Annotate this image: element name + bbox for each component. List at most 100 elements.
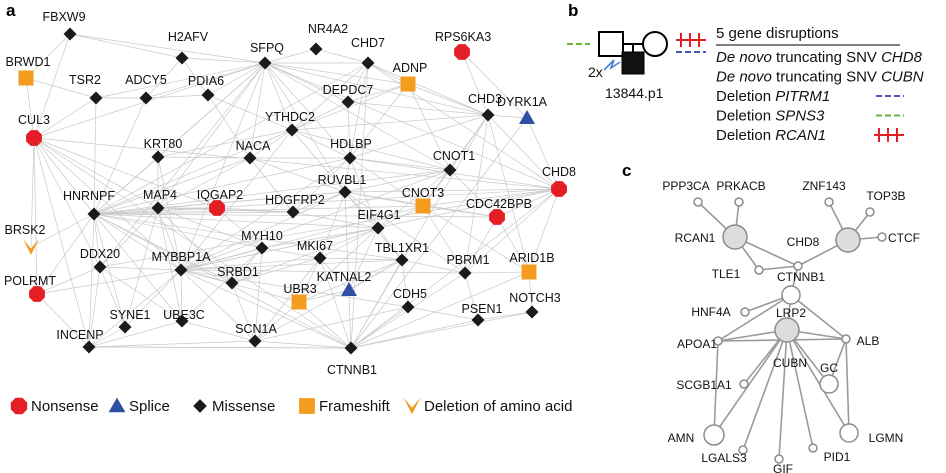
node-label: MYH10 bbox=[241, 229, 283, 243]
edge-chd3-adnp bbox=[407, 83, 489, 116]
node-label: ALB bbox=[857, 334, 880, 348]
node-label: DDX20 bbox=[80, 247, 120, 261]
node-pid1: PID1 bbox=[808, 443, 851, 464]
node-fbxw9: FBXW9 bbox=[42, 10, 86, 41]
edge-mybbp1a-cnot1 bbox=[180, 169, 451, 271]
edge-h2afv-pdia6 bbox=[181, 57, 209, 96]
node-circle bbox=[839, 423, 859, 443]
node-ubr3: UBR3 bbox=[283, 282, 317, 310]
edge-ythdc2-pdia6 bbox=[207, 94, 293, 131]
diamond-icon bbox=[193, 399, 207, 413]
node-circle bbox=[824, 197, 834, 207]
legend-label: Frameshift bbox=[319, 398, 391, 415]
edge-mki67-scn1a bbox=[254, 257, 321, 342]
edge-chd7-hdlbp bbox=[349, 62, 369, 159]
edge-mki67-srbd1 bbox=[231, 257, 321, 284]
node-label: LRP2 bbox=[776, 306, 806, 320]
node-label: BRSK2 bbox=[5, 223, 46, 237]
edge-map4-naca bbox=[157, 157, 251, 209]
edge-hnrnpf-brsk2 bbox=[30, 213, 95, 248]
legend-label: Deletion of amino acid bbox=[424, 398, 572, 415]
node-label: UBR3 bbox=[283, 282, 316, 296]
edge-chd8-pbrm1 bbox=[464, 188, 560, 274]
edge-hnrnpf-polrmt bbox=[36, 213, 95, 295]
edge-mybbp1a-mki67 bbox=[180, 257, 321, 271]
node-label: SYNE1 bbox=[110, 308, 151, 322]
edge-cubn-amn bbox=[713, 329, 788, 436]
edge-ythdc2-adnp bbox=[291, 83, 409, 131]
edge-ctnnb1-ubr3 bbox=[298, 301, 352, 349]
edge-cul3-brwd1 bbox=[25, 77, 35, 139]
missense-marker bbox=[341, 95, 355, 109]
node-krt80: KRT80 bbox=[144, 137, 182, 164]
missense-marker bbox=[285, 123, 299, 137]
node-katnal2: KATNAL2 bbox=[317, 270, 372, 296]
edge-map4-myh10 bbox=[157, 207, 263, 249]
frameshift-marker bbox=[521, 264, 537, 280]
edge-cubn-gif bbox=[778, 329, 788, 460]
edge-ythdc2-naca bbox=[249, 129, 293, 159]
edge-pbrm1-psen1 bbox=[464, 272, 479, 321]
node-label: CDC42BPB bbox=[466, 197, 532, 211]
frameshift-marker bbox=[400, 76, 416, 92]
edge-sfpq-adcy5 bbox=[145, 62, 266, 99]
legend-label: Nonsense bbox=[31, 398, 99, 415]
node-arid1b: ARID1B bbox=[509, 251, 555, 280]
missense-marker bbox=[248, 334, 262, 348]
edge-hdgfrp2-eif4g1 bbox=[292, 211, 379, 229]
node-gif: GIF bbox=[773, 454, 793, 473]
edge-hdlbp-depdc7 bbox=[347, 101, 351, 159]
edge-ddx20-incenp bbox=[88, 266, 101, 348]
edge-sfpq-h2afv bbox=[181, 57, 266, 64]
edge-mki67-katnal2 bbox=[319, 257, 350, 291]
edge-hnrnpf-ube3c bbox=[93, 213, 183, 322]
edge-chd8-hdlbp bbox=[349, 157, 560, 190]
edge-mybbp1a-pbrm1 bbox=[180, 269, 466, 274]
edge-sfpq-tsr2 bbox=[95, 62, 266, 99]
node-label: CUL3 bbox=[18, 113, 50, 127]
edge-alb-lgmn bbox=[845, 338, 850, 434]
missense-marker bbox=[255, 241, 269, 255]
edge-map4-hdgfrp2 bbox=[157, 207, 294, 213]
square-icon bbox=[299, 398, 315, 414]
edge-cubn-lgals3 bbox=[742, 329, 788, 451]
node-ddx20: DDX20 bbox=[80, 247, 120, 274]
panel-label-b: b bbox=[568, 1, 578, 20]
edge-hnrnpf-naca bbox=[93, 157, 251, 215]
node-label: CTNNB1 bbox=[777, 270, 825, 284]
node-cdc42bpb: CDC42BPB bbox=[466, 197, 532, 225]
panel-label-c: c bbox=[622, 161, 631, 180]
edge-mybbp1a-krt80 bbox=[157, 156, 182, 271]
node-label: SCGB1A1 bbox=[676, 378, 732, 392]
node-polrmt: POLRMT bbox=[4, 274, 56, 302]
edge-mybbp1a-eif4g1 bbox=[180, 227, 379, 271]
edge-naca-pdia6 bbox=[207, 94, 251, 159]
node-ctnnb1: CTNNB1 bbox=[777, 261, 825, 284]
missense-marker bbox=[471, 313, 485, 327]
node-label: NACA bbox=[236, 139, 271, 153]
node-circle bbox=[808, 443, 818, 453]
edge-chd7-ctnnb1 bbox=[350, 62, 369, 349]
node-mki67: MKI67 bbox=[297, 239, 333, 265]
node-label: AMN bbox=[668, 431, 695, 445]
edge-hnrnpf-eif4g1 bbox=[93, 213, 379, 229]
edge-myh10-mki67 bbox=[261, 247, 321, 259]
edge-hdlbp-adnp bbox=[349, 83, 409, 159]
node-label: SCN1A bbox=[235, 322, 277, 336]
edge-chd8-chd3 bbox=[487, 114, 560, 190]
node-alb: ALB bbox=[841, 334, 880, 348]
edge-myh10-ube3c bbox=[181, 247, 263, 322]
edge-chd7-hnrnpf bbox=[93, 62, 369, 215]
node-ctnnb1: CTNNB1 bbox=[327, 341, 377, 377]
edge-cul3-mybbp1a bbox=[33, 137, 182, 271]
node-h2afv: H2AFV bbox=[168, 30, 209, 65]
edge-incenp-ube3c bbox=[88, 320, 183, 348]
node-label: ZNF143 bbox=[802, 179, 846, 193]
node-hdgfrp2: HDGFRP2 bbox=[265, 193, 325, 219]
node-circle bbox=[713, 336, 723, 346]
node-label: SFPQ bbox=[250, 41, 284, 55]
node-label: KATNAL2 bbox=[317, 270, 372, 284]
node-label: GIF bbox=[773, 462, 793, 473]
edge-tbl1xr1-cdh5 bbox=[401, 259, 409, 308]
node-label: HNF4A bbox=[691, 305, 730, 319]
